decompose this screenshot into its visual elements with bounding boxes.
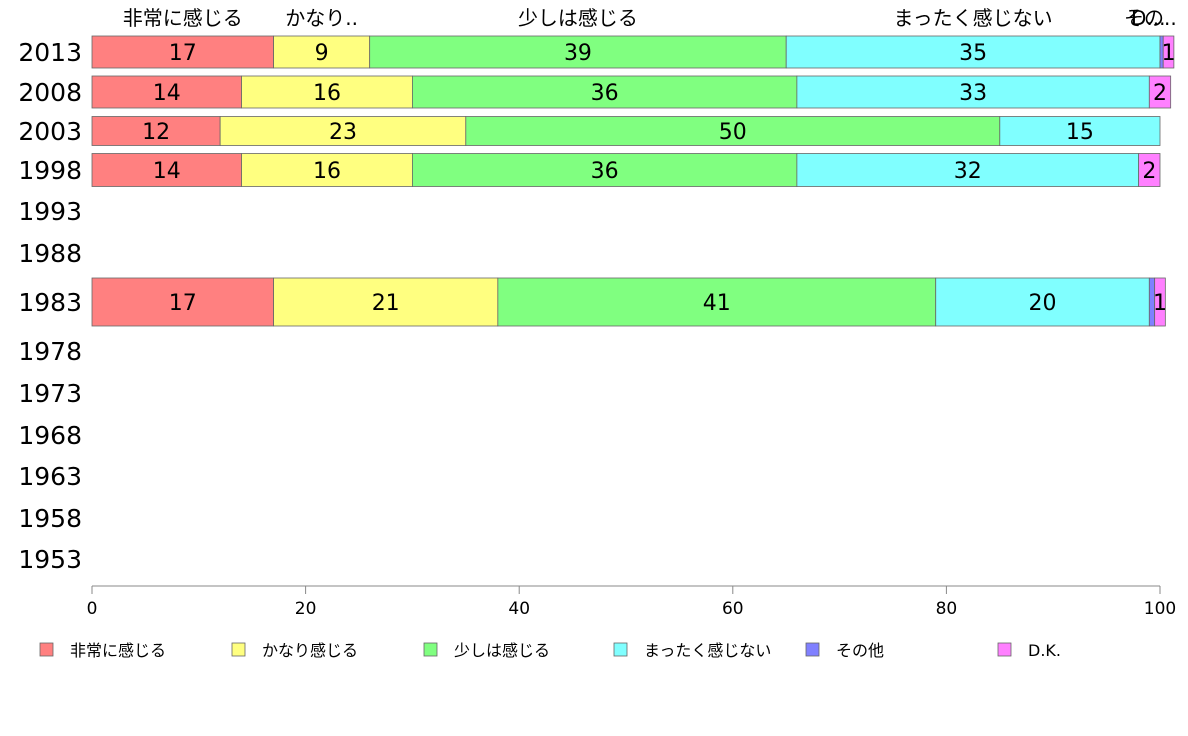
year-label: 2008 xyxy=(18,78,82,107)
year-label: 1963 xyxy=(18,462,82,491)
top-category-label: その.. xyxy=(1124,6,1177,30)
bar-segment xyxy=(1138,153,1161,187)
year-label: 1993 xyxy=(18,197,82,226)
bar-segment xyxy=(999,116,1161,146)
bar-segment xyxy=(369,35,787,69)
bar-segment xyxy=(785,35,1161,69)
year-label: 1953 xyxy=(18,545,82,574)
year-label: 1973 xyxy=(18,379,82,408)
x-tick-label: 40 xyxy=(508,599,530,619)
bar-segment xyxy=(1148,75,1172,109)
year-label: 1998 xyxy=(18,156,82,185)
bar-segment xyxy=(91,153,242,187)
bar-segment xyxy=(497,277,937,327)
data-label: 21 xyxy=(372,291,400,316)
legend-label: その他 xyxy=(836,641,884,660)
bar-segment xyxy=(796,75,1150,109)
year-label: 2003 xyxy=(18,117,82,146)
data-label: 14 xyxy=(153,159,181,184)
data-label: 20 xyxy=(1029,291,1057,316)
data-label: 33 xyxy=(959,81,987,106)
data-label: 50 xyxy=(719,120,747,145)
legend-swatch xyxy=(805,642,820,657)
data-label: 1 xyxy=(1162,41,1176,66)
data-label: 35 xyxy=(959,41,987,66)
bar-segment xyxy=(273,277,499,327)
bar-segment xyxy=(91,35,274,69)
x-tick-label: 20 xyxy=(295,599,317,619)
bar-segment xyxy=(796,153,1140,187)
legend-label: 非常に感じる xyxy=(70,641,166,660)
bar-segment xyxy=(219,116,467,146)
x-tick-label: 80 xyxy=(936,599,958,619)
data-label: 36 xyxy=(591,81,619,106)
legend-swatch xyxy=(231,642,246,657)
top-category-label: まったく感じない xyxy=(893,6,1052,30)
top-category-label: かなり.. xyxy=(285,6,358,30)
year-label: 1983 xyxy=(18,288,82,317)
bar-segment xyxy=(91,116,221,146)
bar-segment xyxy=(465,116,1001,146)
x-tick-label: 100 xyxy=(1144,599,1176,619)
data-label: 17 xyxy=(169,41,197,66)
data-label: 16 xyxy=(313,159,341,184)
data-label: 9 xyxy=(315,41,329,66)
bar-segment xyxy=(241,153,413,187)
data-label: 17 xyxy=(169,291,197,316)
legend-swatch xyxy=(423,642,438,657)
data-label: 41 xyxy=(703,291,731,316)
data-label: 23 xyxy=(329,120,357,145)
data-label: 32 xyxy=(954,159,982,184)
bar-segment xyxy=(1162,35,1175,69)
year-label: 1988 xyxy=(18,239,82,268)
data-label: 1 xyxy=(1153,291,1167,316)
bar-segment xyxy=(241,75,413,109)
data-label: 2 xyxy=(1142,159,1156,184)
data-label: 16 xyxy=(313,81,341,106)
data-label: 14 xyxy=(153,81,181,106)
data-label: 2 xyxy=(1153,81,1167,106)
legend-label: 少しは感じる xyxy=(454,641,550,660)
x-tick-label: 0 xyxy=(87,599,98,619)
bar-segment xyxy=(91,277,274,327)
legend-swatch xyxy=(613,642,628,657)
year-label: 1968 xyxy=(18,421,82,450)
legend-swatch xyxy=(39,642,54,657)
top-category-label: D... xyxy=(1131,6,1165,30)
bar-segment xyxy=(273,35,371,69)
data-label: 36 xyxy=(591,159,619,184)
legend-swatch xyxy=(997,642,1012,657)
bar-segment xyxy=(91,75,242,109)
top-category-label: 非常に感じる xyxy=(123,6,243,30)
data-label: 12 xyxy=(142,120,170,145)
data-label: 15 xyxy=(1066,120,1094,145)
x-tick-label: 60 xyxy=(722,599,744,619)
bar-segment xyxy=(411,75,798,109)
bar-segment xyxy=(935,277,1150,327)
bar-segment xyxy=(1154,277,1166,327)
bar-segment xyxy=(411,153,798,187)
year-label: 1958 xyxy=(18,504,82,533)
year-label: 2013 xyxy=(18,38,82,67)
top-category-label: 少しは感じる xyxy=(518,6,638,30)
legend-label: かなり感じる xyxy=(262,641,358,660)
legend-label: D.K. xyxy=(1028,641,1061,660)
data-label: 39 xyxy=(564,41,592,66)
legend-label: まったく感じない xyxy=(644,641,771,660)
year-label: 1978 xyxy=(18,337,82,366)
